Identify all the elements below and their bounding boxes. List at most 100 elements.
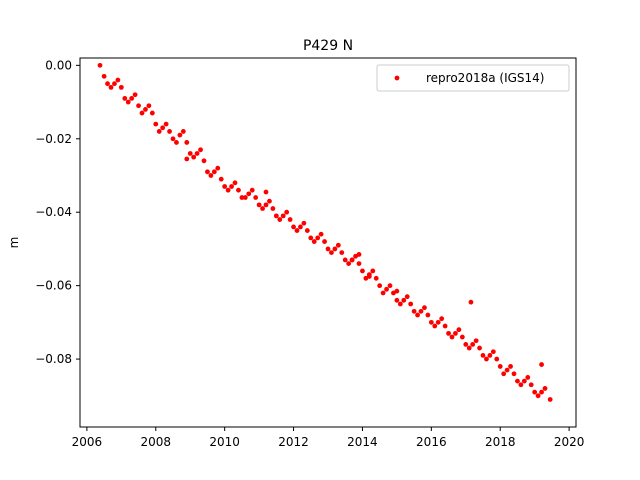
- data-point: [397, 301, 403, 307]
- data-point: [446, 330, 451, 336]
- data-point: [298, 224, 303, 230]
- data-point: [528, 382, 534, 388]
- data-point: [490, 349, 496, 355]
- data-point: [356, 261, 362, 267]
- data-point: [542, 386, 548, 391]
- data-point: [229, 184, 234, 189]
- data-point: [191, 154, 197, 160]
- data-point: [118, 84, 124, 90]
- data-point: [139, 110, 145, 116]
- data-point: [366, 274, 372, 279]
- data-point: [315, 235, 321, 241]
- data-point: [184, 140, 190, 145]
- x-tick-label: 2008: [141, 435, 172, 449]
- data-point: [222, 184, 228, 189]
- data-point: [201, 158, 207, 164]
- data-point: [442, 323, 448, 329]
- data-point: [280, 213, 286, 219]
- data-point: [463, 341, 469, 347]
- data-point: [308, 235, 314, 241]
- data-point: [211, 169, 217, 175]
- data-point: [466, 345, 472, 351]
- data-point: [246, 191, 252, 197]
- data-point: [174, 140, 179, 145]
- data-point: [122, 95, 128, 101]
- x-axis-ticks: 2006 2008 2010 2012 2014 2016 2018 2020: [72, 427, 585, 449]
- data-point: [249, 187, 255, 193]
- data-point: [535, 393, 541, 399]
- data-point: [236, 187, 241, 193]
- data-point: [349, 257, 355, 263]
- data-point: [311, 239, 317, 244]
- data-point: [105, 81, 110, 87]
- data-point: [370, 268, 376, 274]
- data-point: [521, 378, 527, 384]
- data-point: [384, 286, 389, 292]
- data-point: [187, 151, 193, 156]
- data-point: [301, 220, 307, 226]
- data-point: [401, 297, 407, 303]
- data-point: [253, 195, 259, 200]
- data-point: [318, 231, 324, 237]
- plot-frame: [79, 57, 577, 428]
- data-point: [480, 353, 486, 358]
- chart-title: P429 N: [303, 38, 353, 54]
- data-point: [304, 228, 310, 233]
- x-tick-label: 2016: [416, 435, 447, 449]
- data-point: [112, 81, 117, 87]
- data-point: [356, 252, 362, 257]
- data-point: [263, 202, 269, 208]
- data-point: [394, 297, 400, 303]
- data-point: [377, 283, 383, 289]
- data-point: [484, 356, 489, 362]
- data-point: [329, 250, 334, 255]
- data-point: [267, 198, 272, 204]
- data-point: [346, 261, 352, 267]
- x-tick-label: 2014: [347, 435, 378, 449]
- data-point: [194, 151, 200, 156]
- data-point: [177, 132, 183, 138]
- y-axis-label: m: [7, 237, 21, 249]
- data-point: [487, 353, 493, 358]
- data-point: [508, 364, 513, 369]
- data-point: [205, 169, 210, 175]
- data-point: [453, 330, 458, 336]
- data-point: [153, 121, 159, 127]
- data-point: [108, 84, 114, 90]
- data-point: [456, 327, 462, 333]
- legend: repro2018a (IGS14): [376, 64, 570, 92]
- data-point: [160, 125, 166, 131]
- x-tick-label: 2012: [278, 435, 309, 449]
- data-point: [225, 187, 231, 193]
- data-point: [129, 95, 135, 101]
- data-point: [242, 195, 248, 200]
- data-point: [547, 397, 553, 402]
- data-point: [428, 319, 434, 325]
- y-tick-label: −0.02: [35, 132, 72, 146]
- data-point: [532, 389, 538, 395]
- data-point: [184, 156, 190, 162]
- data-point: [136, 103, 141, 109]
- data-point: [170, 136, 176, 142]
- data-points: [97, 62, 553, 402]
- data-point: [342, 257, 348, 263]
- data-point: [539, 362, 544, 367]
- x-tick-label: 2020: [554, 435, 585, 449]
- data-point: [518, 382, 524, 388]
- data-point: [477, 345, 482, 351]
- data-point: [294, 228, 300, 233]
- data-point: [101, 73, 107, 79]
- data-point: [335, 242, 341, 248]
- x-tick-label: 2006: [72, 435, 103, 449]
- data-point: [260, 206, 265, 211]
- data-point: [287, 217, 293, 222]
- data-point: [501, 371, 507, 377]
- data-point: [459, 334, 465, 340]
- data-point: [115, 77, 121, 83]
- data-point: [256, 202, 262, 208]
- data-point: [273, 213, 279, 219]
- data-point: [515, 378, 520, 384]
- data-point: [422, 305, 427, 311]
- data-point: [449, 334, 455, 340]
- y-tick-label: 0.00: [45, 58, 72, 72]
